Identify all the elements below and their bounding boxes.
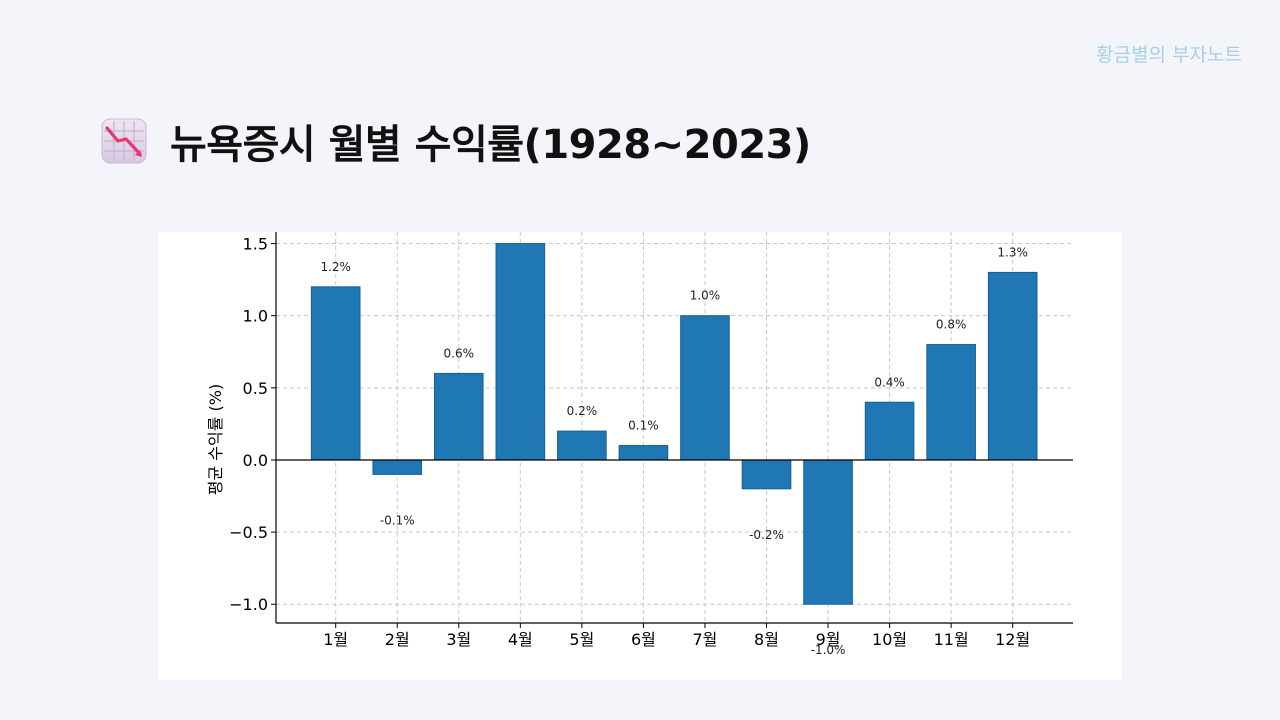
data-label: 1.0% [690,289,721,303]
labels-layer: −1.0 −0.5 0.0 0.5 1.0 1.5 1월 1.2% 2월 -0.1% 3월 0.6% 4… [206,235,1030,658]
data-label: 1.3% [997,245,1028,259]
data-label: -0.1% [380,513,415,527]
bar-4 [495,243,546,461]
y-tick-label: 1.0 [243,307,268,326]
bar-5 [557,430,607,461]
bars-layer [310,243,1038,605]
bar-chart: −1.0 −0.5 0.0 0.5 1.0 1.5 1월 1.2% 2월 -0.1% 3월 0.6% 4… [206,232,1073,658]
bar-9 [803,459,853,605]
x-tick-label: 11월 [934,630,969,649]
axis-layer [271,232,1073,628]
data-label: 0.8% [936,318,967,332]
y-tick-label: 0.5 [243,379,268,398]
data-label: -1.0% [811,643,846,657]
y-tick-label: 1.5 [243,235,268,254]
data-label: 0.1% [628,419,659,433]
x-tick-label: 8월 [754,630,779,649]
data-label: 1.2% [320,260,351,274]
x-tick-label: 2월 [385,630,410,649]
y-axis-label: 평균 수익률 (%) [206,384,225,495]
bar-7 [680,315,730,461]
x-tick-label: 1월 [323,630,348,649]
chart-card: −1.0 −0.5 0.0 0.5 1.0 1.5 1월 1.2% 2월 -0.1% 3월 0.6% 4… [158,232,1122,680]
bar-10 [864,401,915,461]
y-tick-label: 0.0 [243,451,268,470]
data-label: 0.4% [874,375,905,389]
x-tick-label: 6월 [631,630,656,649]
x-tick-label: 10월 [872,630,907,649]
x-tick-label: 12월 [995,630,1030,649]
bar-8 [741,459,792,490]
title-row: 뉴욕증시 월별 수익률(1928~2023) [100,112,811,170]
bar-3 [433,372,484,461]
data-label: -0.2% [749,528,784,542]
page-title: 뉴욕증시 월별 수익률(1928~2023) [170,122,811,168]
data-label: 0.2% [567,404,598,418]
bar-11 [926,344,976,461]
x-tick-label: 9월 [816,630,841,649]
x-tick-label: 4월 [508,630,533,649]
bar-12 [987,271,1038,461]
x-tick-label: 5월 [569,630,594,649]
x-tick-label: 7월 [693,630,718,649]
bar-1 [310,286,361,461]
chart-decreasing-icon [101,118,147,164]
y-tick-label: −1.0 [229,595,268,614]
brand-watermark: 황금별의 부자노트 [1096,44,1242,66]
data-label: 0.6% [444,346,475,360]
y-tick-label: −0.5 [229,523,268,542]
x-tick-label: 3월 [446,630,471,649]
bar-2 [372,459,423,475]
bar-6 [618,445,669,461]
